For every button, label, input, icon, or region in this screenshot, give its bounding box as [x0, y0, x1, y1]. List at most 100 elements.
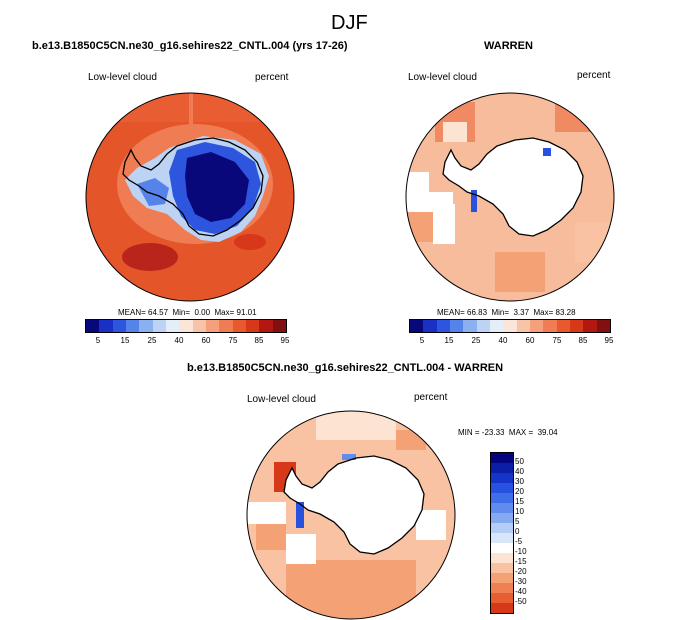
panel2-map	[405, 92, 615, 302]
colorbar-swatch	[410, 320, 424, 332]
colorbar-tick-label: 25	[471, 336, 481, 345]
panel3-diff-patch	[296, 502, 304, 528]
colorbar-swatch	[463, 320, 477, 332]
panel1-colorbar-ticks: 5 15 25 40 60 75 85 95	[85, 336, 290, 346]
colorbar-tick-label: 95	[604, 336, 614, 345]
colorbar-swatch	[491, 493, 513, 503]
panel3-title: b.e13.B1850C5CN.ne30_g16.sehires22_CNTL.…	[187, 362, 504, 374]
colorbar-swatch	[232, 320, 246, 332]
colorbar-tick-label: -5	[515, 537, 523, 546]
colorbar-tick-label: 0	[515, 527, 520, 536]
colorbar-tick-label: 85	[578, 336, 588, 345]
panel3-diff-patch	[396, 430, 426, 450]
panel2-map-border	[405, 92, 615, 302]
colorbar-tick-label: 95	[280, 336, 290, 345]
colorbar-tick-label: -40	[515, 587, 527, 596]
panel3-map-border	[246, 410, 456, 620]
colorbar-swatch	[99, 320, 113, 332]
panel1-variable-label: Low-level cloud	[88, 72, 157, 83]
panel2-stats: MEAN= 66.83 Min= 3.37 Max= 83.28	[437, 308, 576, 317]
colorbar-swatch	[569, 320, 584, 332]
colorbar-swatch	[491, 573, 513, 583]
panel1-cloud-patch	[122, 243, 178, 271]
colorbar-tick-label: -30	[515, 577, 527, 586]
colorbar-swatch	[245, 320, 260, 332]
colorbar-swatch	[179, 320, 193, 332]
colorbar-swatch	[449, 320, 464, 332]
colorbar-swatch	[491, 473, 513, 483]
panel3-missing-data	[286, 534, 316, 564]
panel3-continent	[284, 456, 424, 554]
panel2-title: WARREN	[484, 40, 533, 52]
panel3-stats: MIN = -23.33 MAX = 39.04	[458, 428, 558, 437]
colorbar-tick-label: -10	[515, 547, 527, 556]
panel2-cloud-patch	[471, 190, 477, 212]
panel3-colorbar	[490, 452, 514, 614]
colorbar-tick-label: 60	[201, 336, 211, 345]
colorbar-swatch	[543, 320, 557, 332]
colorbar-swatch	[112, 320, 126, 332]
panel1-title: b.e13.B1850C5CN.ne30_g16.sehires22_CNTL.…	[32, 40, 348, 52]
panel2-cloud-patch	[495, 252, 545, 292]
colorbar-tick-label: 5	[95, 336, 101, 345]
colorbar-tick-label: 10	[515, 507, 524, 516]
colorbar-swatch	[165, 320, 180, 332]
colorbar-swatch	[491, 583, 513, 593]
colorbar-swatch	[596, 320, 610, 332]
colorbar-swatch	[556, 320, 570, 332]
panel3-diff-patch	[316, 411, 396, 440]
colorbar-swatch	[491, 533, 513, 543]
page-title: DJF	[331, 12, 368, 34]
panel1-map	[85, 92, 295, 302]
colorbar-swatch	[476, 320, 490, 332]
colorbar-tick-label: 15	[120, 336, 130, 345]
panel2-cloud-patch	[406, 212, 435, 242]
colorbar-swatch	[86, 320, 100, 332]
colorbar-swatch	[489, 320, 504, 332]
colorbar-tick-label: 40	[498, 336, 508, 345]
panel2-missing-data	[433, 204, 455, 244]
panel1-units-label: percent	[255, 72, 289, 83]
panel2-variable-label: Low-level cloud	[408, 72, 477, 83]
panel3-colorbar-ticks: 50 40 30 20 15 10 5 0 -5 -10 -15 -20 -30…	[515, 455, 545, 615]
colorbar-swatch	[219, 320, 233, 332]
colorbar-tick-label: 40	[174, 336, 184, 345]
colorbar-swatch	[491, 523, 513, 533]
colorbar-tick-label: 60	[525, 336, 535, 345]
colorbar-swatch	[205, 320, 220, 332]
colorbar-tick-label: 25	[147, 336, 157, 345]
colorbar-swatch	[491, 593, 513, 603]
colorbar-tick-label: -50	[515, 597, 527, 606]
colorbar-tick-label: 85	[254, 336, 264, 345]
panel1-stats: MEAN= 64.57 Min= 0.00 Max= 91.01	[118, 308, 257, 317]
panel1-map-border	[85, 92, 295, 302]
panel3-units-label: percent	[414, 392, 448, 403]
panel3-map	[246, 410, 456, 620]
panel3-missing-data	[247, 502, 286, 524]
panel2-colorbar	[409, 319, 611, 333]
colorbar-swatch	[491, 513, 513, 523]
panel3-variable-label: Low-level cloud	[247, 394, 316, 405]
panel2-missing-data	[406, 172, 429, 192]
colorbar-swatch	[192, 320, 206, 332]
panel1-cloud-patch	[185, 152, 249, 222]
colorbar-tick-label: 40	[515, 467, 524, 476]
panel2-units-label: percent	[577, 70, 611, 81]
panel1-cloud-patch	[137, 178, 169, 206]
panel3-missing-data	[416, 510, 446, 540]
panel2-coastline	[442, 137, 584, 237]
colorbar-swatch	[259, 320, 273, 332]
colorbar-tick-label: 75	[552, 336, 562, 345]
colorbar-swatch	[139, 320, 153, 332]
panel1-coastline	[122, 137, 264, 237]
colorbar-swatch	[516, 320, 530, 332]
colorbar-tick-label: 50	[515, 457, 524, 466]
panel3-coastline	[283, 455, 425, 555]
colorbar-tick-label: 5	[515, 517, 520, 526]
panel2-cloud-patch	[443, 122, 467, 142]
colorbar-swatch	[491, 503, 513, 513]
colorbar-tick-label: 15	[515, 497, 524, 506]
colorbar-swatch	[491, 463, 513, 473]
colorbar-swatch	[491, 563, 513, 573]
colorbar-swatch	[423, 320, 437, 332]
